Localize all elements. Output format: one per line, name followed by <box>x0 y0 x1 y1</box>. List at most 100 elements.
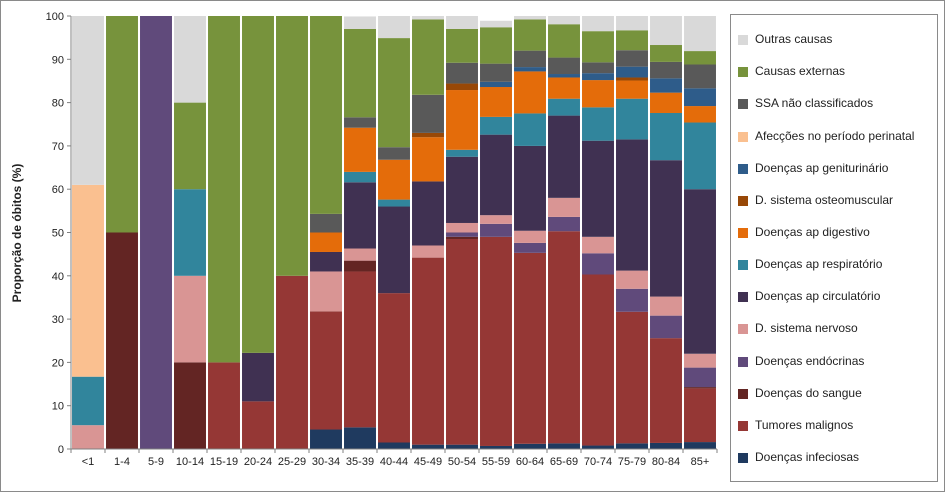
bar-segment-d-sistema-nervoso-75-79 <box>616 270 648 289</box>
bar-segment-doencas-do-sangue-10-14 <box>174 362 206 449</box>
bar-segment-doencas-endocrinas-55-59 <box>480 223 512 237</box>
bar-segment-outras-causas-10-14 <box>174 16 206 103</box>
x-tick-label: 50-54 <box>448 456 476 468</box>
bar-segment-d-sistema-nervoso-45-49 <box>412 245 444 258</box>
legend-label: Doenças ap geniturinário <box>755 160 889 175</box>
legend-label: Doenças endócrinas <box>755 353 865 368</box>
y-tick-label: 100 <box>46 11 64 23</box>
y-tick-label: 70 <box>52 141 64 153</box>
bar-segment-afeccoes-no-periodo-perinatal-1 <box>72 184 104 377</box>
bar-segment-ssa-nao-classificados-55-59 <box>480 63 512 82</box>
bar-segment-outras-causas-60-64 <box>514 16 546 20</box>
bar-segment-doencas-ap-circulatorio-85 <box>684 189 716 354</box>
bar-segment-doencas-infeciosas-45-49 <box>412 444 444 449</box>
bar-segment-tumores-malignos-40-44 <box>378 293 410 443</box>
legend: Outras causas Causas externas SSA não clas… <box>730 14 938 482</box>
legend-item-tumores-malignos: Tumores malignos <box>731 416 937 436</box>
bar-segment-doencas-ap-circulatorio-80-84 <box>650 160 682 297</box>
y-tick-label: 60 <box>52 184 64 196</box>
bar-segment-doencas-endocrinas-65-69 <box>548 216 580 232</box>
bar-segment-doencas-ap-digestivo-30-34 <box>310 232 342 252</box>
bar-segment-doencas-ap-digestivo-45-49 <box>412 137 444 182</box>
legend-swatch <box>738 452 748 463</box>
legend-swatch <box>738 420 748 431</box>
legend-item-causas-externas: Causas externas <box>731 62 937 82</box>
x-tick-label: 70-74 <box>584 456 612 468</box>
bar-segment-doencas-infeciosas-40-44 <box>378 442 410 449</box>
legend-item-afeccoes-no-periodo-perinatal: Afecções no período perinatal <box>731 127 937 147</box>
bar-segment-doencas-endocrinas-80-84 <box>650 315 682 339</box>
bar-segment-doencas-ap-circulatorio-55-59 <box>480 134 512 216</box>
bar-segment-doencas-endocrinas-70-74 <box>582 253 614 275</box>
bar-segment-outras-causas-70-74 <box>582 16 614 32</box>
y-tick-label: 30 <box>52 314 64 326</box>
bar-segment-doencas-ap-circulatorio-65-69 <box>548 115 580 198</box>
x-tick-label: 85+ <box>691 456 710 468</box>
bar-segment-ssa-nao-classificados-60-64 <box>514 50 546 68</box>
legend-swatch <box>738 227 748 238</box>
bar-segment-doencas-infeciosas-55-59 <box>480 445 512 449</box>
bar-segment-doencas-ap-circulatorio-35-39 <box>344 182 376 249</box>
bar-segment-doencas-ap-circulatorio-50-54 <box>446 156 478 223</box>
legend-item-doencas-ap-circulatorio: Doenças ap circulatório <box>731 287 937 307</box>
bar-segment-causas-externas-75-79 <box>616 30 648 51</box>
bar-segment-doencas-ap-digestivo-60-64 <box>514 71 546 114</box>
bar-segment-doencas-ap-circulatorio-30-34 <box>310 251 342 272</box>
bar-segment-doencas-do-sangue-50-54 <box>446 236 478 239</box>
bar-segment-outras-causas-75-79 <box>616 16 648 31</box>
bar-segment-outras-causas-55-59 <box>480 20 512 28</box>
bar-segment-doencas-ap-digestivo-35-39 <box>344 127 376 172</box>
bar-segment-doencas-do-sangue-1-4 <box>106 232 138 449</box>
bar-segment-doencas-ap-circulatorio-60-64 <box>514 145 546 231</box>
legend-label: SSA não classificados <box>755 96 874 111</box>
legend-item-doencas-ap-digestivo: Doenças ap digestivo <box>731 223 937 243</box>
x-tick-label: 20-24 <box>244 456 272 468</box>
bar-segment-ssa-nao-classificados-45-49 <box>412 94 444 133</box>
y-tick-label: 10 <box>52 401 64 413</box>
legend-label: Doenças do sangue <box>755 385 862 400</box>
bar-segment-ssa-nao-classificados-50-54 <box>446 62 478 84</box>
bar-segment-doencas-ap-geniturinario-75-79 <box>616 66 648 78</box>
bar-segment-doencas-infeciosas-75-79 <box>616 443 648 449</box>
bar-segment-doencas-ap-geniturinario-60-64 <box>514 67 546 72</box>
x-tick-label: 25-29 <box>278 456 306 468</box>
legend-item-doencas-ap-geniturinario: Doenças ap geniturinário <box>731 159 937 179</box>
bar-segment-d-sistema-nervoso-85 <box>684 353 716 368</box>
bar-segment-doencas-ap-respiratorio-35-39 <box>344 171 376 183</box>
x-tick-label: 35-39 <box>346 456 374 468</box>
legend-item-doencas-ap-respiratorio: Doenças ap respiratório <box>731 255 937 275</box>
legend-label: Causas externas <box>755 64 846 79</box>
legend-swatch <box>738 67 748 78</box>
bar-segment-doencas-ap-respiratorio-50-54 <box>446 149 478 157</box>
bar-segment-tumores-malignos-30-34 <box>310 311 342 430</box>
bar-segment-doencas-ap-digestivo-85 <box>684 106 716 123</box>
legend-item-d-sistema-nervoso: D. sistema nervoso <box>731 319 937 339</box>
bar-segment-doencas-ap-circulatorio-70-74 <box>582 140 614 237</box>
bar-segment-doencas-endocrinas-85 <box>684 367 716 388</box>
y-tick-label: 80 <box>52 98 64 110</box>
x-tick-label: 40-44 <box>380 456 408 468</box>
y-tick-label: 20 <box>52 357 64 369</box>
x-tick-label: 60-64 <box>516 456 544 468</box>
bar-segment-outras-causas-35-39 <box>344 16 376 29</box>
bar-segment-ssa-nao-classificados-30-34 <box>310 213 342 233</box>
x-tick-label: 75-79 <box>618 456 646 468</box>
bar-segment-causas-externas-30-34 <box>310 16 342 214</box>
bar-segment-doencas-ap-circulatorio-40-44 <box>378 206 410 294</box>
bar-segment-doencas-ap-respiratorio-60-64 <box>514 113 546 146</box>
legend-swatch <box>738 292 748 303</box>
bar-segment-d-sistema-nervoso-10-14 <box>174 275 206 363</box>
bar-segment-d-sistema-nervoso-50-54 <box>446 222 478 233</box>
bar-segment-doencas-ap-respiratorio-75-79 <box>616 98 648 140</box>
bar-segment-doencas-ap-digestivo-80-84 <box>650 92 682 113</box>
bar-segment-causas-externas-85 <box>684 51 716 65</box>
legend-swatch <box>738 35 748 46</box>
bar-segment-d-sistema-osteomuscular-75-79 <box>616 77 648 81</box>
bar-segment-causas-externas-10-14 <box>174 102 206 190</box>
bar-segment-outras-causas-45-49 <box>412 16 444 20</box>
bar-segment-d-sistema-nervoso-60-64 <box>514 230 546 243</box>
legend-label: Doenças ap respiratório <box>755 257 883 272</box>
bar-segment-doencas-infeciosas-35-39 <box>344 427 376 449</box>
